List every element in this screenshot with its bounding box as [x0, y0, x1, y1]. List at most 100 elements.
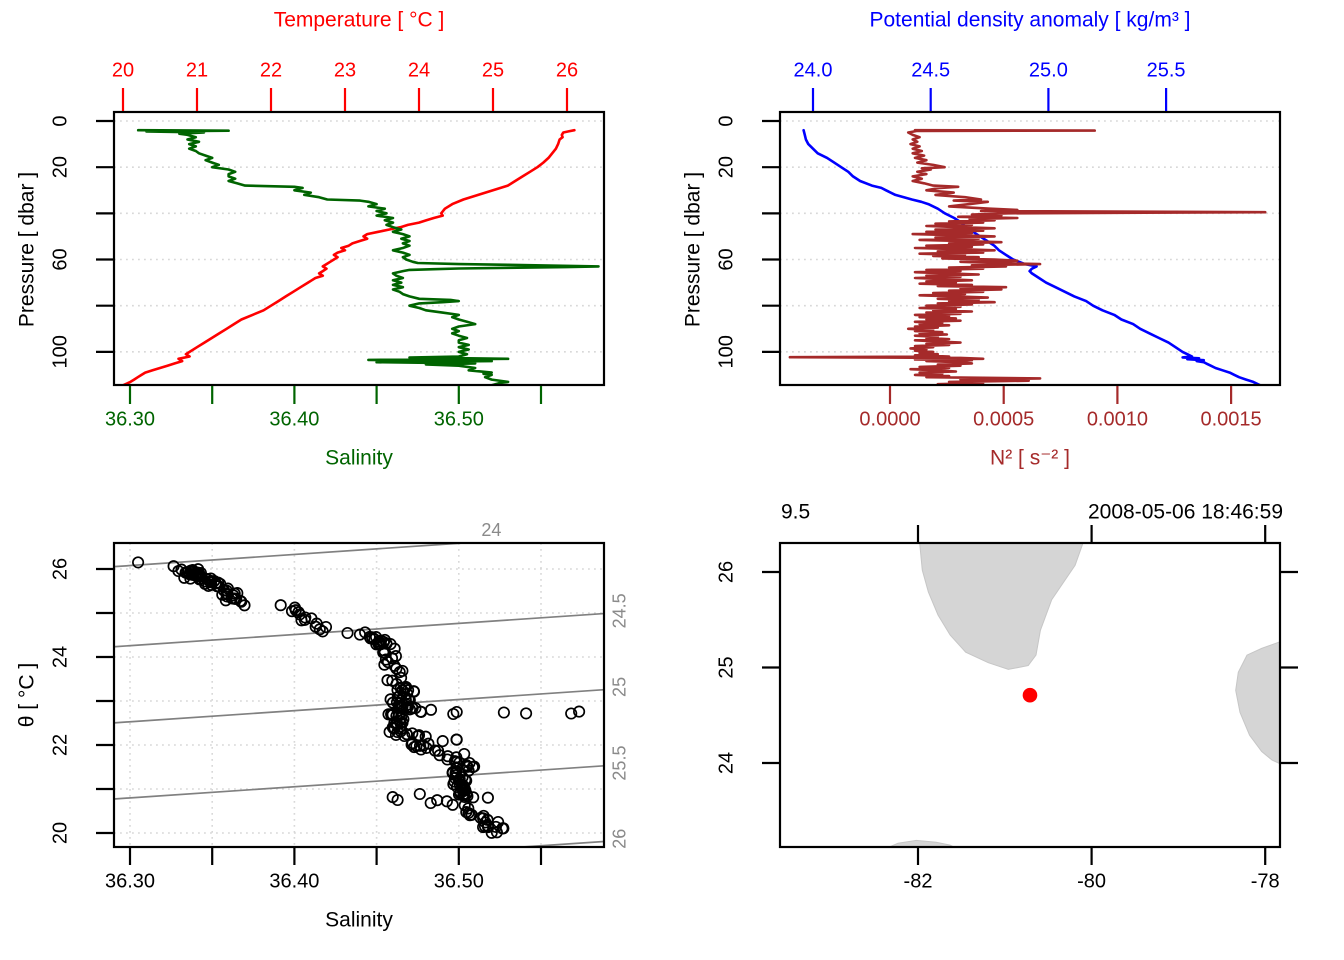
isopycnal-label: 26: [610, 829, 630, 849]
isopycnal-line-25: [114, 688, 604, 724]
ts-point: [497, 706, 510, 719]
theta-tick-label: 24: [49, 646, 71, 668]
ts-point: [413, 787, 426, 801]
map-datetime-label: 2008-05-06 18:46:59: [1088, 501, 1283, 524]
ts-point: [497, 822, 510, 835]
isopycnal-label: 24.5: [610, 593, 630, 628]
map-sounding-label: 9.5: [781, 501, 810, 524]
n2-profile-line: [788, 128, 1267, 385]
bottom-axis-tick-label: 0.0010: [1087, 408, 1148, 430]
ts-point: [431, 794, 444, 807]
salinity-tick-label: 36.30: [105, 870, 155, 892]
panel-ts-diagram: 24 24.5 25 25.5 26 36.30 36.40 36.50 Salinity 26 2…: [16, 520, 630, 932]
plot-box: [112, 541, 606, 849]
isopycnal-line-24: [114, 543, 476, 568]
ts-point: [415, 705, 428, 718]
pressure-tick-label: 0: [49, 115, 71, 126]
top-axis-tick-label: 26: [556, 59, 578, 81]
ts-point: [390, 662, 403, 675]
ts-point: [424, 703, 438, 716]
ts-point: [219, 594, 232, 607]
top-axis-tick-label: 24: [408, 59, 430, 81]
ts-point: [379, 653, 392, 666]
ts-point: [436, 735, 449, 748]
ts-point: [313, 623, 326, 636]
bottom-axis-tick-label: 0.0015: [1201, 408, 1262, 430]
top-axis-tick-label: 20: [112, 59, 134, 81]
pressure-tick-label: 60: [715, 248, 737, 270]
pressure-tick-label: 20: [49, 156, 71, 178]
land-polygon-1: [1235, 641, 1280, 765]
ts-point: [285, 605, 299, 618]
ts-point: [477, 821, 490, 834]
top-axis-tick-label: 24.0: [794, 59, 833, 81]
panel-profile-rho-n2: 24.0 24.5 25.0 25.5 Potential density anomal…: [682, 9, 1282, 470]
land-polygon-0: [919, 543, 1084, 670]
ts-point: [398, 729, 411, 743]
longitude-tick-label: -80: [1077, 870, 1106, 892]
top-axis-tick-label: 24.5: [911, 59, 950, 81]
density-profile-line: [802, 128, 1262, 385]
longitude-tick-label: -82: [904, 870, 933, 892]
top-axis-tick-label: 21: [186, 59, 208, 81]
latitude-tick-label: 26: [715, 561, 737, 583]
top-axis-title: Potential density anomaly [ kg/m³ ]: [870, 9, 1191, 32]
bottom-axis-tick-label: 36.30: [105, 408, 155, 430]
top-axis-tick-label: 25: [482, 59, 504, 81]
panel-station-map: -82 -80 -78 26 25 24 9.5 2008-05-06 18:46:59: [715, 501, 1298, 892]
isopycnal-line-24.5: [114, 612, 604, 648]
panel-profile-ts: 20 21 22 23 24 25 26 Temperature [ °C ] 36.30 36.…: [16, 9, 606, 470]
theta-tick-label: 22: [49, 734, 71, 756]
ts-point: [341, 626, 354, 640]
ts-point: [446, 798, 459, 811]
top-axis-tick-label: 22: [260, 59, 282, 81]
ts-point: [274, 599, 287, 612]
isopycnal-label: 24: [481, 520, 501, 540]
ts-point: [420, 741, 433, 754]
ts-scatter-points: [132, 556, 586, 839]
latitude-tick-label: 24: [715, 752, 737, 774]
pressure-tick-label: 20: [715, 156, 737, 178]
theta-tick-label: 26: [49, 558, 71, 580]
ts-point: [424, 796, 437, 810]
top-axis-tick-label: 23: [334, 59, 356, 81]
ts-point: [452, 788, 466, 801]
ts-point: [238, 599, 251, 612]
land-polygon-2: [888, 839, 955, 847]
salinity-profile-line: [136, 128, 600, 385]
plot-box: [778, 541, 1282, 849]
isopycnal-label: 25.5: [610, 746, 630, 781]
ts-point: [481, 791, 494, 804]
ts-point: [414, 743, 428, 756]
top-axis-tick-label: 25.0: [1029, 59, 1068, 81]
station-marker: [1022, 687, 1038, 703]
salinity-tick-label: 36.50: [434, 870, 484, 892]
longitude-tick-label: -78: [1251, 870, 1280, 892]
ts-point: [235, 595, 248, 608]
salinity-axis-title: Salinity: [325, 909, 393, 932]
plot-box: [112, 110, 606, 387]
ts-point: [565, 707, 578, 720]
isopycnal-line-26: [509, 840, 604, 847]
salinity-tick-label: 36.40: [269, 870, 319, 892]
theta-axis-title: θ [ °C ]: [16, 663, 39, 727]
bottom-axis-tick-label: 0.0005: [973, 408, 1034, 430]
ts-point: [419, 730, 432, 743]
pressure-axis-title: Pressure [ dbar ]: [16, 172, 39, 327]
ts-point: [391, 793, 404, 807]
ts-point: [490, 826, 503, 839]
pressure-tick-label: 100: [715, 335, 737, 368]
ts-point: [228, 592, 241, 605]
ts-point: [485, 826, 498, 839]
isopycnal-line-25.5: [114, 764, 604, 800]
ts-point: [298, 613, 311, 626]
plot-box: [778, 110, 1282, 387]
ts-point: [467, 791, 480, 804]
ts-point: [132, 556, 145, 569]
ts-point: [385, 652, 399, 665]
bottom-axis-tick-label: 36.40: [269, 408, 319, 430]
ts-point: [573, 705, 586, 718]
isopycnal-label: 25: [610, 677, 630, 697]
